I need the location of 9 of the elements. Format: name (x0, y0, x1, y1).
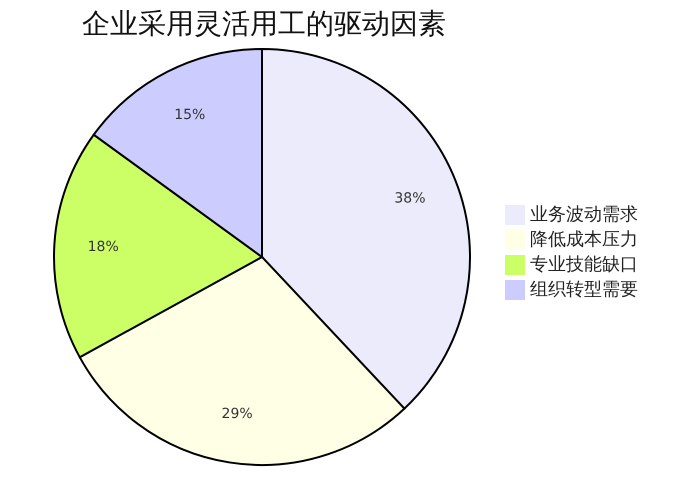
legend-label: 业务波动需求 (530, 204, 638, 225)
data-label: 38% (394, 190, 426, 206)
data-label: 29% (222, 406, 253, 422)
data-label: 18% (88, 239, 119, 256)
legend-label: 组织转型需要 (530, 279, 638, 300)
data-label: 15% (174, 107, 206, 124)
legend-label: 专业技能缺口 (530, 254, 638, 275)
chart-title: 企业采用灵活用工的驱动因素 (82, 7, 446, 40)
legend-label: 降低成本压力 (530, 229, 638, 250)
